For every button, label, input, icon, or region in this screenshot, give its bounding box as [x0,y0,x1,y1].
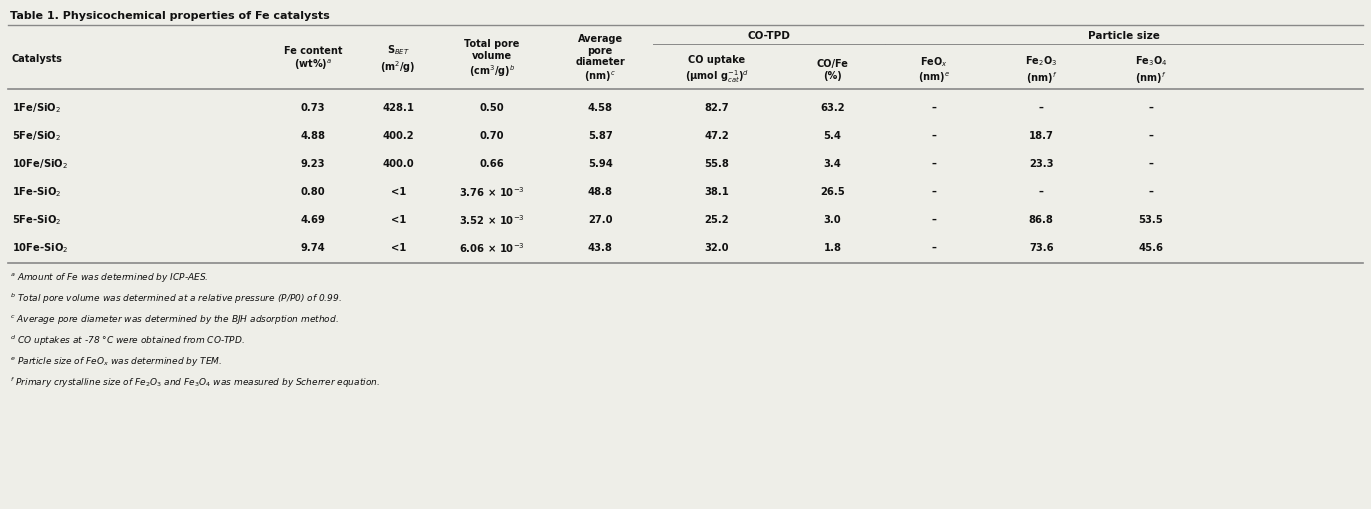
Text: 38.1: 38.1 [705,187,729,196]
Text: 48.8: 48.8 [588,187,613,196]
Text: $^e$ Particle size of FeO$_x$ was determined by TEM.: $^e$ Particle size of FeO$_x$ was determ… [10,355,222,368]
Text: Table 1. Physicochemical properties of Fe catalysts: Table 1. Physicochemical properties of F… [10,11,330,21]
Text: 73.6: 73.6 [1028,242,1053,252]
Text: CO-TPD: CO-TPD [747,31,790,41]
Text: –: – [932,215,936,224]
Text: $^f$ Primary crystalline size of Fe$_2$O$_3$ and Fe$_3$O$_4$ was measured by Sch: $^f$ Primary crystalline size of Fe$_2$O… [10,375,380,389]
Text: <1: <1 [391,242,406,252]
Text: 1Fe/SiO$_2$: 1Fe/SiO$_2$ [12,101,62,115]
Text: 400.2: 400.2 [383,131,414,140]
Text: 4.88: 4.88 [300,131,325,140]
Text: 5.94: 5.94 [588,159,613,168]
Text: Fe$_2$O$_3$
(nm)$^f$: Fe$_2$O$_3$ (nm)$^f$ [1026,54,1057,86]
Text: –: – [1149,187,1153,196]
Text: FeO$_x$
(nm)$^e$: FeO$_x$ (nm)$^e$ [919,55,950,85]
Text: 3.76 × 10$^{-3}$: 3.76 × 10$^{-3}$ [459,185,525,199]
Text: 86.8: 86.8 [1028,215,1054,224]
Text: –: – [932,103,936,113]
Text: 3.4: 3.4 [824,159,842,168]
Text: 5Fe-SiO$_2$: 5Fe-SiO$_2$ [12,213,62,227]
Text: 1Fe-SiO$_2$: 1Fe-SiO$_2$ [12,185,62,199]
Text: <1: <1 [391,215,406,224]
Text: 5.4: 5.4 [824,131,842,140]
Text: –: – [1039,103,1043,113]
Text: –: – [1149,159,1153,168]
Text: 0.66: 0.66 [480,159,505,168]
Text: <1: <1 [391,187,406,196]
Text: 63.2: 63.2 [820,103,845,113]
Text: $^c$ Average pore diameter was determined by the BJH adsorption method.: $^c$ Average pore diameter was determine… [10,313,339,326]
Text: 18.7: 18.7 [1028,131,1054,140]
Text: –: – [1149,103,1153,113]
Text: 82.7: 82.7 [705,103,729,113]
Text: 0.70: 0.70 [480,131,505,140]
Text: Catalysts: Catalysts [12,54,63,64]
Text: Average
pore
diameter
(nm)$^c$: Average pore diameter (nm)$^c$ [576,34,625,83]
Text: 3.52 × 10$^{-3}$: 3.52 × 10$^{-3}$ [459,213,525,227]
Text: S$_{BET}$
(m$^2$/g): S$_{BET}$ (m$^2$/g) [381,43,415,75]
Text: 4.58: 4.58 [588,103,613,113]
Text: Fe$_3$O$_4$
(nm)$^f$: Fe$_3$O$_4$ (nm)$^f$ [1135,54,1167,86]
Text: 55.8: 55.8 [705,159,729,168]
Text: 5.87: 5.87 [588,131,613,140]
Text: 4.69: 4.69 [300,215,325,224]
Text: –: – [932,159,936,168]
Text: CO/Fe
(%): CO/Fe (%) [817,59,849,80]
Text: 0.50: 0.50 [480,103,505,113]
Text: 0.80: 0.80 [300,187,325,196]
Text: –: – [1039,187,1043,196]
Text: 428.1: 428.1 [383,103,414,113]
Text: Particle size: Particle size [1089,31,1160,41]
Text: 26.5: 26.5 [820,187,845,196]
Text: 10Fe/SiO$_2$: 10Fe/SiO$_2$ [12,157,69,171]
Text: –: – [932,242,936,252]
Text: 27.0: 27.0 [588,215,613,224]
Text: 23.3: 23.3 [1030,159,1053,168]
Text: CO uptake
(μmol g$_{cat}^{-1}$)$^d$: CO uptake (μmol g$_{cat}^{-1}$)$^d$ [684,55,749,84]
Text: 1.8: 1.8 [824,242,842,252]
Text: 0.73: 0.73 [300,103,325,113]
Text: –: – [932,187,936,196]
Text: 400.0: 400.0 [383,159,414,168]
Text: 43.8: 43.8 [588,242,613,252]
Text: 10Fe-SiO$_2$: 10Fe-SiO$_2$ [12,241,69,254]
Text: –: – [1149,131,1153,140]
Text: $^b$ Total pore volume was determined at a relative pressure (P/P0) of 0.99.: $^b$ Total pore volume was determined at… [10,291,341,305]
Text: 9.74: 9.74 [300,242,325,252]
Text: 9.23: 9.23 [300,159,325,168]
Text: 45.6: 45.6 [1138,242,1164,252]
Text: 3.0: 3.0 [824,215,842,224]
Text: 25.2: 25.2 [705,215,729,224]
Text: $^a$ Amount of Fe was determined by ICP-AES.: $^a$ Amount of Fe was determined by ICP-… [10,271,208,284]
Text: 53.5: 53.5 [1138,215,1164,224]
Text: Total pore
volume
(cm$^3$/g)$^b$: Total pore volume (cm$^3$/g)$^b$ [463,39,520,79]
Text: –: – [932,131,936,140]
Text: 6.06 × 10$^{-3}$: 6.06 × 10$^{-3}$ [459,241,525,254]
Text: Fe content
(wt%)$^a$: Fe content (wt%)$^a$ [284,46,343,72]
Text: $^d$ CO uptakes at -78 °C were obtained from CO-TPD.: $^d$ CO uptakes at -78 °C were obtained … [10,333,245,348]
Text: 5Fe/SiO$_2$: 5Fe/SiO$_2$ [12,129,62,143]
Text: 47.2: 47.2 [705,131,729,140]
Text: 32.0: 32.0 [705,242,729,252]
